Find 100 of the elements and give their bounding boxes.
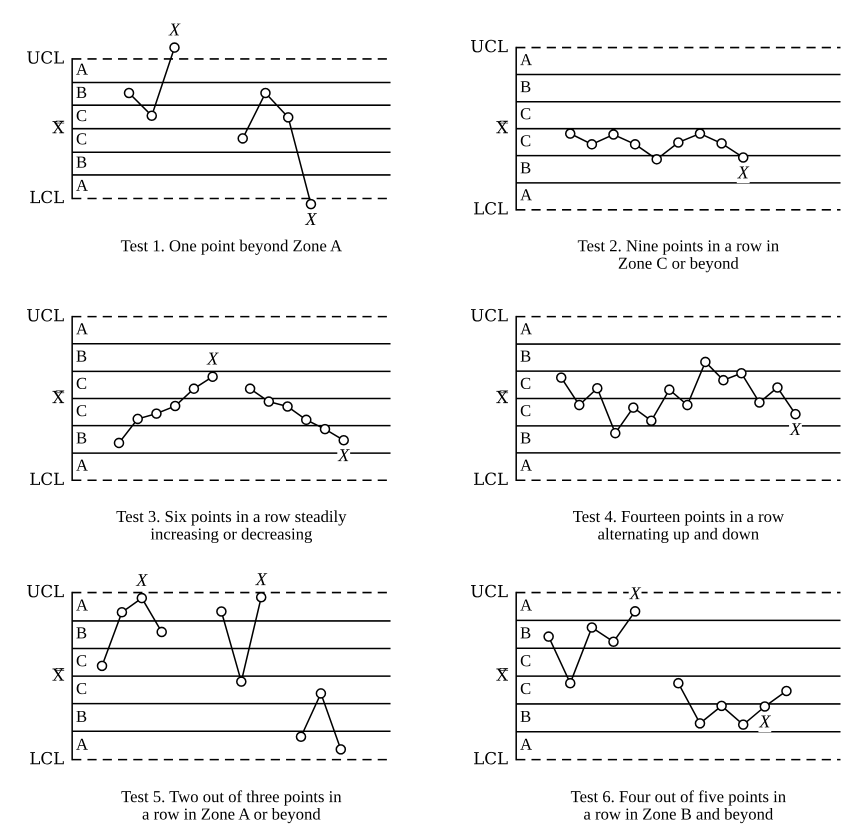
annotation: C [520,135,530,146]
text: A [520,738,532,750]
point [256,592,266,603]
point [738,152,748,163]
ref-line-label: LCL [30,752,64,764]
text: A [520,599,532,610]
ref-line-label: X̿ [496,668,508,681]
text: C [520,108,530,120]
point [608,636,619,648]
ref-line-label: UCL [27,308,64,322]
annotation: C [520,378,530,390]
point [790,408,801,420]
ref-line-label: LCL [30,190,64,204]
text: Test 2. Nine points in a row in Zone C or beyond [578,240,779,272]
point [282,401,293,412]
point [716,700,727,712]
point [646,415,657,426]
point [260,88,271,98]
ref-line-label: LCL [474,472,508,486]
annotation: B [76,627,86,638]
annotation: X [628,587,642,600]
point [651,154,662,165]
point [188,383,200,394]
point [630,606,640,617]
annotation: B [76,710,86,722]
ref-line-label: UCL [471,40,508,52]
annotation: A [76,180,88,191]
annotation: C [76,682,86,694]
annotation: C [520,682,530,694]
point [564,128,576,139]
text: A [520,189,532,200]
ref-line-label: LCL [474,752,508,764]
annotation: A [76,64,88,75]
point [96,660,108,672]
point [738,719,748,730]
annotation: C [76,405,86,416]
point [673,137,684,148]
annotation: B [520,627,530,638]
text: A [76,323,88,334]
ref-line-label: UCL [471,308,508,322]
ref-line-label: LCL [474,202,508,215]
text: Test 5. Two out of three points in a row in Zone A or beyond [121,790,342,824]
point [608,129,619,140]
point [151,408,162,419]
point [207,371,218,382]
point [114,438,124,448]
annotation: X [789,423,802,436]
point [216,606,227,617]
point [543,631,554,642]
ref-line-label: X̿ [496,120,508,134]
annotation: B [76,86,86,98]
point [718,374,729,386]
point [564,678,576,688]
point [664,384,675,395]
point [116,606,128,618]
annotation: C [76,378,86,390]
point [136,592,148,604]
point [760,701,770,712]
text: A [76,460,88,471]
point [673,678,684,688]
point [574,400,585,410]
point [586,139,598,150]
ref-line-label: LCL [30,472,64,486]
annotation: C [76,110,86,122]
annotation: C [76,655,86,666]
point [772,382,783,393]
annotation: B [520,710,530,722]
text: B [76,350,86,362]
annotation: A [76,738,88,750]
point [694,718,706,729]
point [264,396,274,407]
ref-line-label: UCL [27,584,64,598]
annotation: X [737,166,750,178]
text: A [520,54,532,66]
point [244,383,256,394]
point [592,382,603,394]
point [132,414,143,424]
annotation: C [520,655,530,666]
point [736,368,747,379]
point [170,400,180,412]
point [682,400,693,410]
point [781,686,792,696]
point [146,110,158,121]
annotation: A [76,599,88,610]
ref-line-label: X̿ [52,390,64,404]
text: Test 6. Four out of five points in a row in Zone B and beyond [570,790,786,824]
annotation: B [76,156,86,168]
point [628,402,639,413]
ref-line-label: X̿ [52,120,64,134]
point [754,397,765,408]
text: A [520,460,532,471]
point [556,372,567,383]
point [716,138,727,149]
point [630,139,640,150]
point [320,424,330,434]
point [156,626,167,638]
point [237,133,248,144]
point [586,622,598,633]
point [316,688,326,699]
point [694,128,706,139]
